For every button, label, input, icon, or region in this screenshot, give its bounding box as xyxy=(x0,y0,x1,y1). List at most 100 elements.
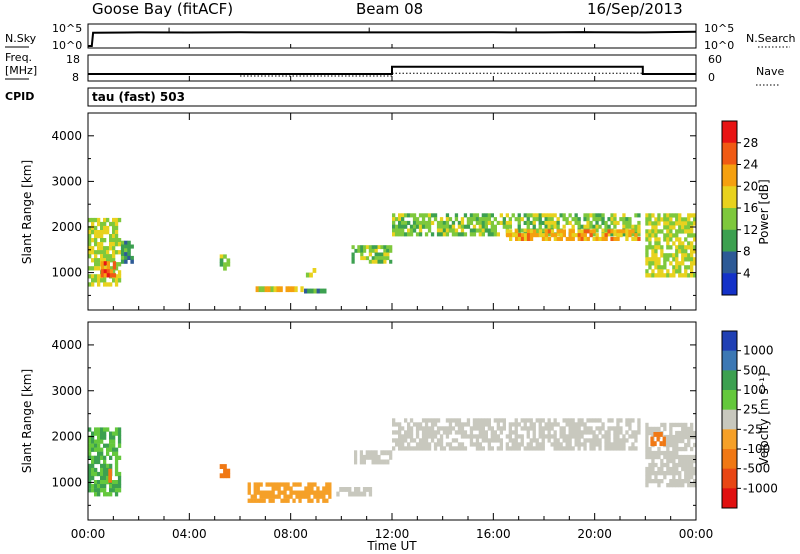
data-cell xyxy=(219,464,224,469)
data-cell xyxy=(648,221,652,226)
data-cell xyxy=(357,487,361,492)
data-cell xyxy=(401,434,405,439)
data-cell xyxy=(100,435,104,440)
data-cell xyxy=(598,430,602,435)
data-cell xyxy=(280,498,284,503)
data-cell xyxy=(509,233,513,238)
data-cell xyxy=(250,494,254,499)
data-cell xyxy=(586,217,590,222)
data-cell xyxy=(433,430,438,435)
data-cell xyxy=(616,438,620,443)
data-cell xyxy=(550,217,554,222)
data-cell xyxy=(451,228,456,233)
data-cell xyxy=(319,494,323,499)
data-cell xyxy=(256,486,260,491)
data-cell xyxy=(401,224,405,229)
data-cell xyxy=(529,220,533,225)
data-cell xyxy=(571,233,575,238)
data-cell xyxy=(568,229,572,234)
data-cell xyxy=(316,494,320,499)
data-cell xyxy=(398,442,402,447)
data-cell xyxy=(256,490,260,495)
data-cell xyxy=(538,224,542,229)
data-cell xyxy=(681,257,685,262)
data-cell xyxy=(675,438,679,444)
data-cell xyxy=(693,257,697,262)
data-cell xyxy=(622,229,626,234)
data-cell xyxy=(607,438,611,443)
data-cell xyxy=(526,236,531,241)
data-cell xyxy=(97,250,101,255)
data-cell xyxy=(97,262,101,267)
data-cell xyxy=(687,462,691,468)
data-cell xyxy=(91,225,95,231)
data-cell xyxy=(439,442,444,447)
data-cell xyxy=(562,213,566,218)
data-cell xyxy=(532,422,536,427)
data-cell xyxy=(283,494,287,499)
data-cell xyxy=(457,220,462,225)
data-cell xyxy=(484,224,488,229)
data-cell xyxy=(469,442,474,447)
data-cell xyxy=(592,236,596,241)
data-cell xyxy=(398,224,402,229)
data-cell xyxy=(660,245,664,250)
data-cell xyxy=(660,450,664,456)
data-cell xyxy=(363,245,367,250)
data-cell xyxy=(481,438,485,443)
data-cell xyxy=(97,221,101,227)
data-cell xyxy=(547,418,551,423)
data-cell xyxy=(681,253,685,258)
data-cell xyxy=(88,282,92,287)
velocity-colorbar-tick-label: -1000 xyxy=(743,481,778,495)
data-cell xyxy=(586,236,590,241)
data-cell xyxy=(451,418,456,423)
data-cell xyxy=(359,450,363,456)
data-cell xyxy=(457,442,462,447)
data-cell xyxy=(120,259,125,264)
data-cell xyxy=(469,228,474,233)
data-cell xyxy=(663,261,667,266)
data-cell xyxy=(550,422,554,427)
data-cell xyxy=(484,434,488,439)
data-cell xyxy=(386,256,390,261)
data-cell xyxy=(586,418,590,423)
data-cell xyxy=(523,426,527,431)
data-cell xyxy=(490,434,494,439)
data-cell xyxy=(678,217,682,222)
data-cell xyxy=(362,487,367,492)
data-cell xyxy=(109,266,113,271)
data-cell xyxy=(669,233,673,238)
data-cell xyxy=(100,246,104,251)
data-cell xyxy=(120,252,125,257)
data-cell xyxy=(481,217,485,222)
data-cell xyxy=(514,446,518,451)
data-cell xyxy=(94,225,98,231)
data-cell xyxy=(654,217,658,222)
data-cell xyxy=(418,438,423,443)
velocity-colorbar-tick-label: 1000 xyxy=(743,344,774,358)
data-cell xyxy=(532,426,536,431)
data-cell xyxy=(448,426,453,431)
data-cell xyxy=(515,236,519,241)
data-cell xyxy=(415,220,420,225)
data-cell xyxy=(526,213,530,218)
data-cell xyxy=(622,220,626,225)
data-cell xyxy=(675,265,679,270)
data-cell xyxy=(407,430,411,435)
data-cell xyxy=(493,232,497,237)
data-cell xyxy=(106,463,110,469)
data-cell xyxy=(103,459,107,465)
data-cell xyxy=(651,454,655,460)
data-cell xyxy=(656,436,660,442)
data-cell xyxy=(103,269,107,274)
data-cell xyxy=(436,430,441,435)
data-cell xyxy=(106,261,110,266)
data-cell xyxy=(526,434,530,439)
data-cell xyxy=(568,442,572,447)
data-cell xyxy=(553,422,557,427)
data-cell xyxy=(544,220,548,225)
data-cell xyxy=(583,422,587,427)
data-cell xyxy=(377,252,381,257)
data-cell xyxy=(666,233,670,238)
